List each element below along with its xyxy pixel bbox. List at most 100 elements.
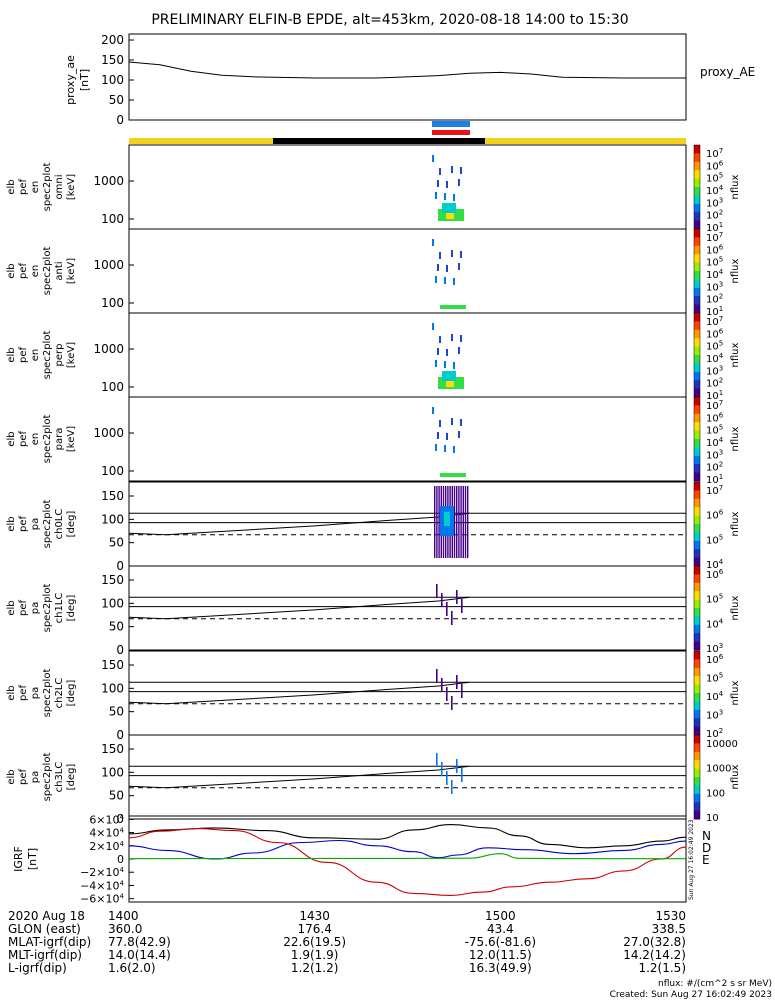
colorbar-segment xyxy=(694,490,700,500)
panel-ylabel: [keV] xyxy=(66,174,77,200)
spectrogram-stripe xyxy=(438,486,440,558)
proxy-ae-yticks: 200 150 100 50 0 xyxy=(101,33,134,127)
panel-ch2LC: elb pef pa spec2plot ch2LC [deg] 150 100 50 0 106 1… xyxy=(6,650,741,742)
spectrogram-stripe xyxy=(458,486,460,558)
igrf-legend-e: E xyxy=(702,853,710,867)
spectrogram-stripe xyxy=(436,584,438,598)
spectrogram-stripe xyxy=(461,684,463,698)
panel-ylabel: elb xyxy=(6,179,17,194)
colorbar-tick-label: 104 xyxy=(706,268,724,281)
spectrogram-pixel xyxy=(432,239,434,246)
spectrogram-stripe xyxy=(461,768,463,782)
panel-axes xyxy=(128,565,687,651)
xaxis-value: 1.2(1.5) xyxy=(638,961,686,975)
panel-ylabel: perp xyxy=(54,344,65,367)
panel-anti: elb pef en spec2plot anti [keV] 10001001071061… xyxy=(6,228,741,318)
colorbar-tick-label: 107 xyxy=(706,484,723,497)
colorbar-segment xyxy=(694,684,700,694)
colorbar-tick-label: 103 xyxy=(706,196,723,209)
ytick-label: 100 xyxy=(101,681,124,695)
xaxis-value: 14.2(14.2) xyxy=(623,948,686,962)
panel-ylabel: elb xyxy=(6,347,17,362)
colorbar-segment xyxy=(694,405,700,415)
proxy-ae-tick-label: 100 xyxy=(101,73,124,87)
spectrogram-pixel xyxy=(444,193,446,200)
spectrogram-stripe xyxy=(456,675,458,689)
colorbar-segment xyxy=(694,768,700,778)
panel-ylabel: elb xyxy=(6,263,17,278)
colorbar-segment xyxy=(694,760,700,770)
colorbar-segment xyxy=(694,430,700,440)
spectrogram-stripe xyxy=(451,780,453,794)
panel-ylabel: omni xyxy=(54,175,65,200)
colorbar-segment xyxy=(694,633,700,643)
panel-ylabel: pef xyxy=(18,179,29,196)
colorbar-tick-label: 106 xyxy=(706,653,724,666)
spectrogram-pixel xyxy=(458,347,460,354)
spectrogram-pixel xyxy=(453,278,455,285)
colorbar-segment xyxy=(694,549,700,559)
colorbar-segment xyxy=(694,751,700,761)
panel-ylabel: spec2plot xyxy=(42,415,53,464)
spectrogram-pixel xyxy=(437,264,439,271)
panel-perp: elb pef en spec2plot perp [keV] 10001001071061… xyxy=(6,312,741,402)
spectrogram-pixel xyxy=(446,349,448,356)
panel-axes xyxy=(128,734,687,820)
panel-ylabel: pa xyxy=(30,518,41,530)
colorbar-segment xyxy=(694,651,700,660)
ytick-label: 1000 xyxy=(93,426,124,440)
colorbar-segment xyxy=(694,482,700,491)
spectrogram-stripe xyxy=(446,602,448,616)
colorbar-tick-label: 103 xyxy=(706,709,723,722)
colorbar-label: nflux xyxy=(730,174,741,199)
colorbar-segment xyxy=(694,338,700,348)
igrf-tick-label: 4×104 xyxy=(89,827,124,840)
spectrogram-pixel xyxy=(460,167,462,174)
panel-ylabel: en xyxy=(30,265,41,278)
proxy-ae-tick-label: 50 xyxy=(109,93,124,107)
ytick-label: 100 xyxy=(101,765,124,779)
panel-ylabel: elb xyxy=(6,600,17,615)
ytick-label: 150 xyxy=(101,489,124,503)
colorbar-segment xyxy=(694,287,700,297)
ytick-label: 50 xyxy=(109,705,124,719)
status-bar-red xyxy=(432,130,470,135)
spectrogram-panels: elb pef en spec2plot omni [keV] 10001001071061… xyxy=(6,144,741,826)
loss-cone-curve xyxy=(128,512,470,536)
proxy-ae-axes xyxy=(128,33,687,121)
panel-ylabel: spec2plot xyxy=(42,584,53,633)
chart-title: PRELIMINARY ELFIN-B EPDE, alt=453km, 202… xyxy=(151,12,628,28)
panel-ylabel: en xyxy=(30,349,41,362)
colorbar-tick-label: 106 xyxy=(706,159,724,172)
spectrogram-stripe xyxy=(453,486,456,558)
colorbar-tick-label: 106 xyxy=(706,243,724,256)
colorbar-tick-label: 104 xyxy=(706,690,724,703)
panel-axes xyxy=(128,228,687,314)
colorbar-tick-label: 105 xyxy=(706,533,723,546)
panel-ylabel: elb xyxy=(6,431,17,446)
colorbar-tick-label: 106 xyxy=(706,411,724,424)
panel-ylabel: [keV] xyxy=(66,426,77,452)
colorbar-tick-label: 102 xyxy=(706,293,723,306)
spectrogram-pixel xyxy=(453,362,455,369)
colorbar-segment xyxy=(694,195,700,205)
colorbar-segment xyxy=(694,203,700,213)
colorbar-segment xyxy=(694,472,700,482)
spectrogram-stripe xyxy=(436,486,438,558)
panel-ylabel: pef xyxy=(18,347,29,364)
igrf-series-E2 xyxy=(128,853,686,860)
ytick-label: 150 xyxy=(101,742,124,756)
spectrogram-pixel xyxy=(435,192,437,199)
colorbar-tick-label: 106 xyxy=(706,509,724,522)
xaxis-row-label-4: L-igrf(dip) xyxy=(8,961,67,975)
colorbar-segment xyxy=(694,676,700,686)
xaxis-value: 1.6(2.0) xyxy=(108,961,156,975)
colorbar-tick-label: 103 xyxy=(706,280,723,293)
colorbar-label: nflux xyxy=(730,426,741,451)
spectrogram-pixel xyxy=(437,180,439,187)
colorbar-segment xyxy=(694,515,700,525)
spectrogram-stripe xyxy=(436,753,438,767)
colorbar-tick-label: 10000 xyxy=(706,739,738,750)
panel-ylabel: spec2plot xyxy=(42,163,53,212)
spectrogram-pixel xyxy=(451,418,453,425)
